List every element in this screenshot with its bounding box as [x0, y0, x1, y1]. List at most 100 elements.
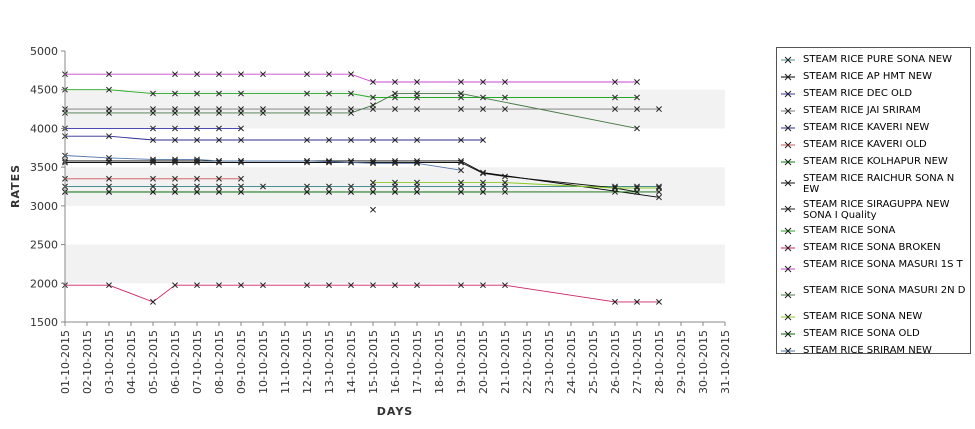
- legend-item: STEAM RICE KAVERI OLD: [777, 137, 972, 153]
- legend-label: STEAM RICE SONA: [803, 225, 896, 236]
- data-point: [304, 109, 310, 116]
- legend-label: STEAM RICE KAVERI OLD: [803, 139, 927, 150]
- data-point: [348, 183, 354, 190]
- y-tick-label: 3000: [30, 200, 58, 213]
- data-point: [480, 179, 486, 186]
- x-tick-label: 13-10-2015: [323, 330, 336, 394]
- data-point: [172, 125, 178, 132]
- data-point: [370, 179, 376, 186]
- data-point: [106, 159, 112, 166]
- data-point: [106, 183, 112, 190]
- data-point: [348, 137, 354, 143]
- data-point: [326, 137, 332, 143]
- legend-label: STEAM RICE SONA NEW: [803, 311, 923, 322]
- data-point: [458, 157, 464, 164]
- data-point: [216, 90, 222, 97]
- x-tick-label: 27-10-2015: [631, 330, 644, 394]
- legend-marker-icon: [781, 241, 795, 255]
- data-point: [348, 109, 354, 116]
- x-tick-label: 17-10-2015: [411, 330, 424, 394]
- data-point: [150, 137, 156, 143]
- data-point: [502, 282, 508, 289]
- data-point: [172, 188, 178, 195]
- data-point: [392, 90, 398, 97]
- data-point: [238, 282, 244, 289]
- legend-item: STEAM RICE JAI SRIRAM: [777, 103, 972, 119]
- data-point: [414, 179, 420, 186]
- x-tick-label: 20-10-2015: [477, 330, 490, 394]
- data-point: [414, 159, 420, 166]
- data-point: [326, 71, 332, 78]
- data-point: [458, 167, 464, 174]
- data-point: [238, 125, 244, 132]
- data-point: [106, 86, 112, 93]
- legend-label: STEAM RICE RAICHUR SONA N EW: [803, 173, 955, 195]
- data-point: [150, 156, 156, 163]
- legend-item: STEAM RICE SONA NEW: [777, 309, 972, 325]
- data-point: [502, 79, 508, 85]
- data-point: [348, 157, 354, 164]
- series-line-9: [65, 89, 637, 98]
- data-point: [194, 109, 200, 116]
- legend-marker-icon: [781, 262, 795, 276]
- series-line-11: [65, 73, 637, 83]
- data-point: [348, 159, 354, 166]
- data-point: [260, 282, 266, 289]
- x-axis-title: DAYS: [377, 405, 413, 418]
- data-point: [480, 188, 486, 195]
- data-point: [414, 157, 420, 164]
- data-point: [634, 298, 640, 305]
- data-point: [260, 71, 266, 78]
- legend-marker-icon: [781, 53, 795, 67]
- legend-label: STEAM RICE JAI SRIRAM: [803, 105, 921, 116]
- x-tick-label: 26-10-2015: [609, 330, 622, 394]
- data-point: [480, 170, 486, 177]
- legend-item: STEAM RICE SONA: [777, 223, 972, 239]
- data-point: [326, 159, 332, 166]
- legend-item: STEAM RICE DEC OLD: [777, 86, 972, 102]
- data-point: [106, 188, 112, 195]
- data-point: [194, 157, 200, 164]
- data-point: [216, 71, 222, 78]
- x-tick-label: 16-10-2015: [389, 330, 402, 394]
- data-point: [238, 159, 244, 166]
- data-point: [194, 125, 200, 132]
- data-point: [172, 71, 178, 78]
- data-point: [304, 188, 310, 195]
- data-point: [326, 157, 332, 164]
- data-point: [414, 188, 420, 195]
- data-point: [216, 109, 222, 116]
- data-point: [172, 183, 178, 190]
- legend-item: STEAM RICE SONA MASURI 2N D: [777, 283, 972, 308]
- legend-marker-icon: [781, 155, 795, 169]
- x-tick-label: 22-10-2015: [521, 330, 534, 394]
- data-point: [612, 94, 618, 101]
- series-line-15: [64, 155, 462, 171]
- data-point: [150, 298, 156, 305]
- x-tick-label: 07-10-2015: [191, 330, 204, 394]
- data-point: [348, 282, 354, 289]
- x-tick-label: 09-10-2015: [235, 330, 248, 394]
- data-point: [326, 188, 332, 195]
- legend-marker-icon: [781, 310, 795, 324]
- legend-label: STEAM RICE SRIRAM NEW: [803, 345, 932, 356]
- data-point: [304, 90, 310, 97]
- x-tick-label: 08-10-2015: [213, 330, 226, 394]
- data-point: [370, 157, 376, 164]
- data-point: [216, 188, 222, 195]
- y-tick-label: 1500: [30, 316, 58, 329]
- data-point: [656, 298, 662, 305]
- series-lines: [64, 73, 660, 303]
- data-point: [414, 137, 420, 143]
- legend-marker-icon: [781, 70, 795, 84]
- data-point: [304, 159, 310, 166]
- x-tick-label: 24-10-2015: [565, 330, 578, 394]
- data-point: [150, 183, 156, 190]
- data-point: [216, 137, 222, 143]
- data-point: [326, 158, 332, 165]
- legend-item: STEAM RICE KOLHAPUR NEW: [777, 154, 972, 170]
- grid-band: [65, 51, 725, 90]
- data-point: [106, 175, 112, 182]
- series-line-12: [65, 93, 638, 129]
- legend-marker-icon: [781, 176, 795, 190]
